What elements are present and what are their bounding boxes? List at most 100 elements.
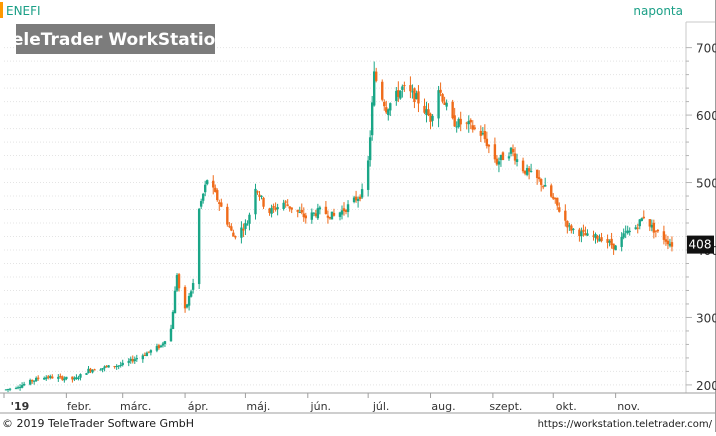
candle-down <box>584 232 587 236</box>
candle-down <box>413 88 416 103</box>
candle-down <box>61 376 64 380</box>
candle-down <box>453 115 456 127</box>
candle-up <box>159 345 163 348</box>
candle-down <box>105 365 108 367</box>
candle-up <box>431 115 434 121</box>
candle-down <box>564 210 567 221</box>
candle-up <box>129 358 132 361</box>
candle-down <box>521 160 525 172</box>
source-url[interactable]: https://workstation.teletrader.com/ <box>538 419 713 430</box>
candle-up <box>91 369 94 373</box>
candle-up <box>608 240 611 243</box>
candle-up <box>28 379 32 385</box>
candle-down <box>220 202 223 207</box>
candle-down <box>495 158 499 165</box>
candle-down <box>662 231 666 240</box>
candle-up <box>437 90 440 119</box>
candle-up <box>145 352 149 357</box>
candle-down <box>527 168 531 172</box>
candle-down <box>600 237 603 242</box>
symbol-label: ENEFI <box>6 4 41 18</box>
frequency-label: naponta <box>633 4 683 18</box>
candle-down <box>606 239 609 243</box>
candle-down <box>342 208 346 212</box>
candle-up <box>161 343 165 346</box>
candle-up <box>499 154 503 161</box>
candle-down <box>258 194 261 197</box>
candle-down <box>284 201 287 203</box>
candle-up <box>352 197 356 203</box>
candle-up <box>248 214 251 224</box>
candle-down <box>397 90 400 97</box>
x-tick-label: okt. <box>556 400 577 413</box>
candle-down <box>535 169 539 179</box>
candle-up <box>346 204 350 212</box>
candle-down <box>479 130 483 136</box>
copyright-text: © 2019 TeleTrader Software GmbH <box>2 417 194 430</box>
candle-up <box>8 388 12 390</box>
candle-up <box>101 368 104 370</box>
candle-up <box>63 378 66 381</box>
candle-up <box>668 243 672 246</box>
candle-down <box>381 81 384 100</box>
candle-down <box>483 131 487 140</box>
candle-down <box>537 177 541 180</box>
x-tick-label: '19 <box>11 400 30 413</box>
candle-down <box>177 274 181 289</box>
candle-down <box>592 235 595 237</box>
x-tick-label: jún. <box>310 400 332 413</box>
candle-up <box>425 109 428 116</box>
candle-down <box>596 235 599 240</box>
y-tick-label: 700 <box>696 42 716 56</box>
candle-down <box>230 226 233 231</box>
candle-down <box>288 206 291 209</box>
candle-up <box>507 156 511 159</box>
candle-up <box>121 362 124 366</box>
candle-down <box>300 209 303 213</box>
candle-down <box>93 369 96 371</box>
candle-down <box>290 207 293 210</box>
candle-down <box>654 230 658 232</box>
candle-down <box>612 243 615 250</box>
candle-up <box>316 208 320 219</box>
candle-down <box>383 101 386 107</box>
candle-up <box>572 228 575 230</box>
candle-up <box>318 207 322 210</box>
candle-up <box>650 224 654 228</box>
candle-down <box>113 366 116 368</box>
candles-layer <box>4 61 674 393</box>
candle-down <box>37 377 40 379</box>
candle-up <box>467 120 470 125</box>
symbol-accent-bar <box>0 2 3 18</box>
candle-up <box>568 225 571 227</box>
candle-up <box>163 341 167 344</box>
candle-up <box>49 376 52 378</box>
candle-up <box>389 103 392 111</box>
candle-down <box>556 197 559 206</box>
x-tick-label: máj. <box>246 400 270 413</box>
candle-up <box>107 365 110 368</box>
candle-up <box>171 311 175 329</box>
x-tick-label: szept. <box>489 400 522 413</box>
candle-down <box>566 220 569 228</box>
candle-down <box>441 94 444 102</box>
candle-up <box>173 290 177 314</box>
candle-down <box>256 191 259 193</box>
candle-up <box>340 210 344 215</box>
candle-up <box>529 170 533 172</box>
candle-down <box>328 216 332 219</box>
candle-up <box>169 328 173 342</box>
candle-up <box>246 224 249 226</box>
candle-down <box>664 239 668 242</box>
candle-down <box>274 207 277 210</box>
candle-up <box>16 387 20 389</box>
candle-up <box>360 189 364 198</box>
candle-down <box>71 376 74 380</box>
candle-up <box>415 93 418 99</box>
candle-down <box>493 144 497 160</box>
candle-up <box>197 208 201 285</box>
candle-up <box>115 366 118 368</box>
candle-up <box>155 346 159 351</box>
candle-up <box>544 184 547 187</box>
candle-down <box>375 71 378 81</box>
